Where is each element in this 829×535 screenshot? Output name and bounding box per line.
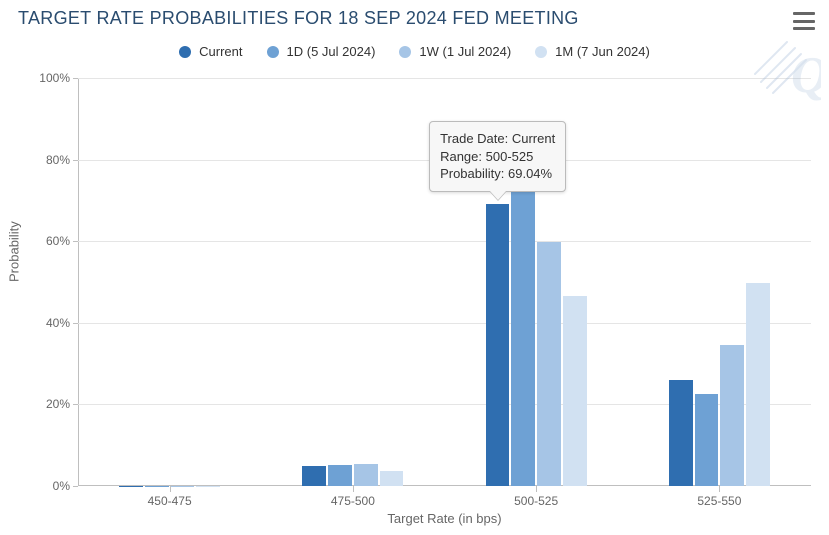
x-tick-label: 450-475 bbox=[148, 494, 192, 508]
y-tick-mark bbox=[73, 486, 78, 487]
bar[interactable] bbox=[746, 283, 770, 486]
x-tick-mark bbox=[719, 486, 720, 492]
bar[interactable] bbox=[380, 471, 404, 486]
y-axis-label: Probability bbox=[7, 221, 22, 282]
tooltip-value: 69.04% bbox=[508, 166, 552, 181]
y-tick-label: 20% bbox=[20, 397, 70, 411]
tooltip-line: Range: 500-525 bbox=[440, 148, 555, 166]
legend-item-w1[interactable]: 1W (1 Jul 2024) bbox=[399, 44, 511, 59]
bar[interactable] bbox=[302, 466, 326, 486]
category-group: 525-550 bbox=[628, 78, 811, 486]
x-tick-label: 525-550 bbox=[697, 494, 741, 508]
legend: Current 1D (5 Jul 2024) 1W (1 Jul 2024) 1M … bbox=[0, 44, 829, 61]
tooltip-value: Current bbox=[512, 131, 555, 146]
category-group: 475-500 bbox=[261, 78, 444, 486]
x-axis-label: Target Rate (in bps) bbox=[78, 511, 811, 526]
x-tick-label: 500-525 bbox=[514, 494, 558, 508]
bar[interactable] bbox=[328, 465, 352, 486]
legend-dot-icon bbox=[399, 46, 411, 58]
tooltip: Trade Date: CurrentRange: 500-525Probabi… bbox=[429, 121, 566, 192]
legend-dot-icon bbox=[179, 46, 191, 58]
x-tick-mark bbox=[353, 486, 354, 492]
y-tick-label: 80% bbox=[20, 153, 70, 167]
x-tick-mark bbox=[170, 486, 171, 492]
tooltip-label: Probability: bbox=[440, 166, 508, 181]
legend-label: 1D (5 Jul 2024) bbox=[287, 44, 376, 59]
y-tick-label: 100% bbox=[20, 71, 70, 85]
chart-container: TARGET RATE PROBABILITIES FOR 18 SEP 202… bbox=[0, 0, 829, 535]
legend-label: 1M (7 Jun 2024) bbox=[555, 44, 650, 59]
tooltip-line: Trade Date: Current bbox=[440, 130, 555, 148]
bar[interactable] bbox=[511, 192, 535, 486]
legend-dot-icon bbox=[535, 46, 547, 58]
legend-dot-icon bbox=[267, 46, 279, 58]
bar[interactable] bbox=[563, 296, 587, 486]
bar[interactable] bbox=[720, 345, 744, 486]
tooltip-value: 500-525 bbox=[486, 149, 534, 164]
bar[interactable] bbox=[695, 394, 719, 486]
legend-item-current[interactable]: Current bbox=[179, 44, 242, 59]
legend-item-m1[interactable]: 1M (7 Jun 2024) bbox=[535, 44, 650, 59]
y-tick-label: 0% bbox=[20, 479, 70, 493]
bar[interactable] bbox=[669, 380, 693, 486]
category-group: 450-475 bbox=[78, 78, 261, 486]
y-tick-label: 60% bbox=[20, 234, 70, 248]
bar[interactable] bbox=[354, 464, 378, 486]
x-tick-mark bbox=[536, 486, 537, 492]
legend-label: 1W (1 Jul 2024) bbox=[419, 44, 511, 59]
hamburger-menu-icon[interactable] bbox=[793, 12, 815, 30]
x-tick-label: 475-500 bbox=[331, 494, 375, 508]
plot-area: Target Rate (in bps) 0%20%40%60%80%100%4… bbox=[78, 78, 811, 486]
tooltip-label: Trade Date: bbox=[440, 131, 512, 146]
legend-item-d1[interactable]: 1D (5 Jul 2024) bbox=[267, 44, 376, 59]
legend-label: Current bbox=[199, 44, 242, 59]
page-title: TARGET RATE PROBABILITIES FOR 18 SEP 202… bbox=[18, 8, 579, 29]
bar[interactable] bbox=[486, 204, 510, 486]
tooltip-label: Range: bbox=[440, 149, 486, 164]
tooltip-line: Probability: 69.04% bbox=[440, 165, 555, 183]
bar[interactable] bbox=[537, 242, 561, 486]
y-tick-label: 40% bbox=[20, 316, 70, 330]
